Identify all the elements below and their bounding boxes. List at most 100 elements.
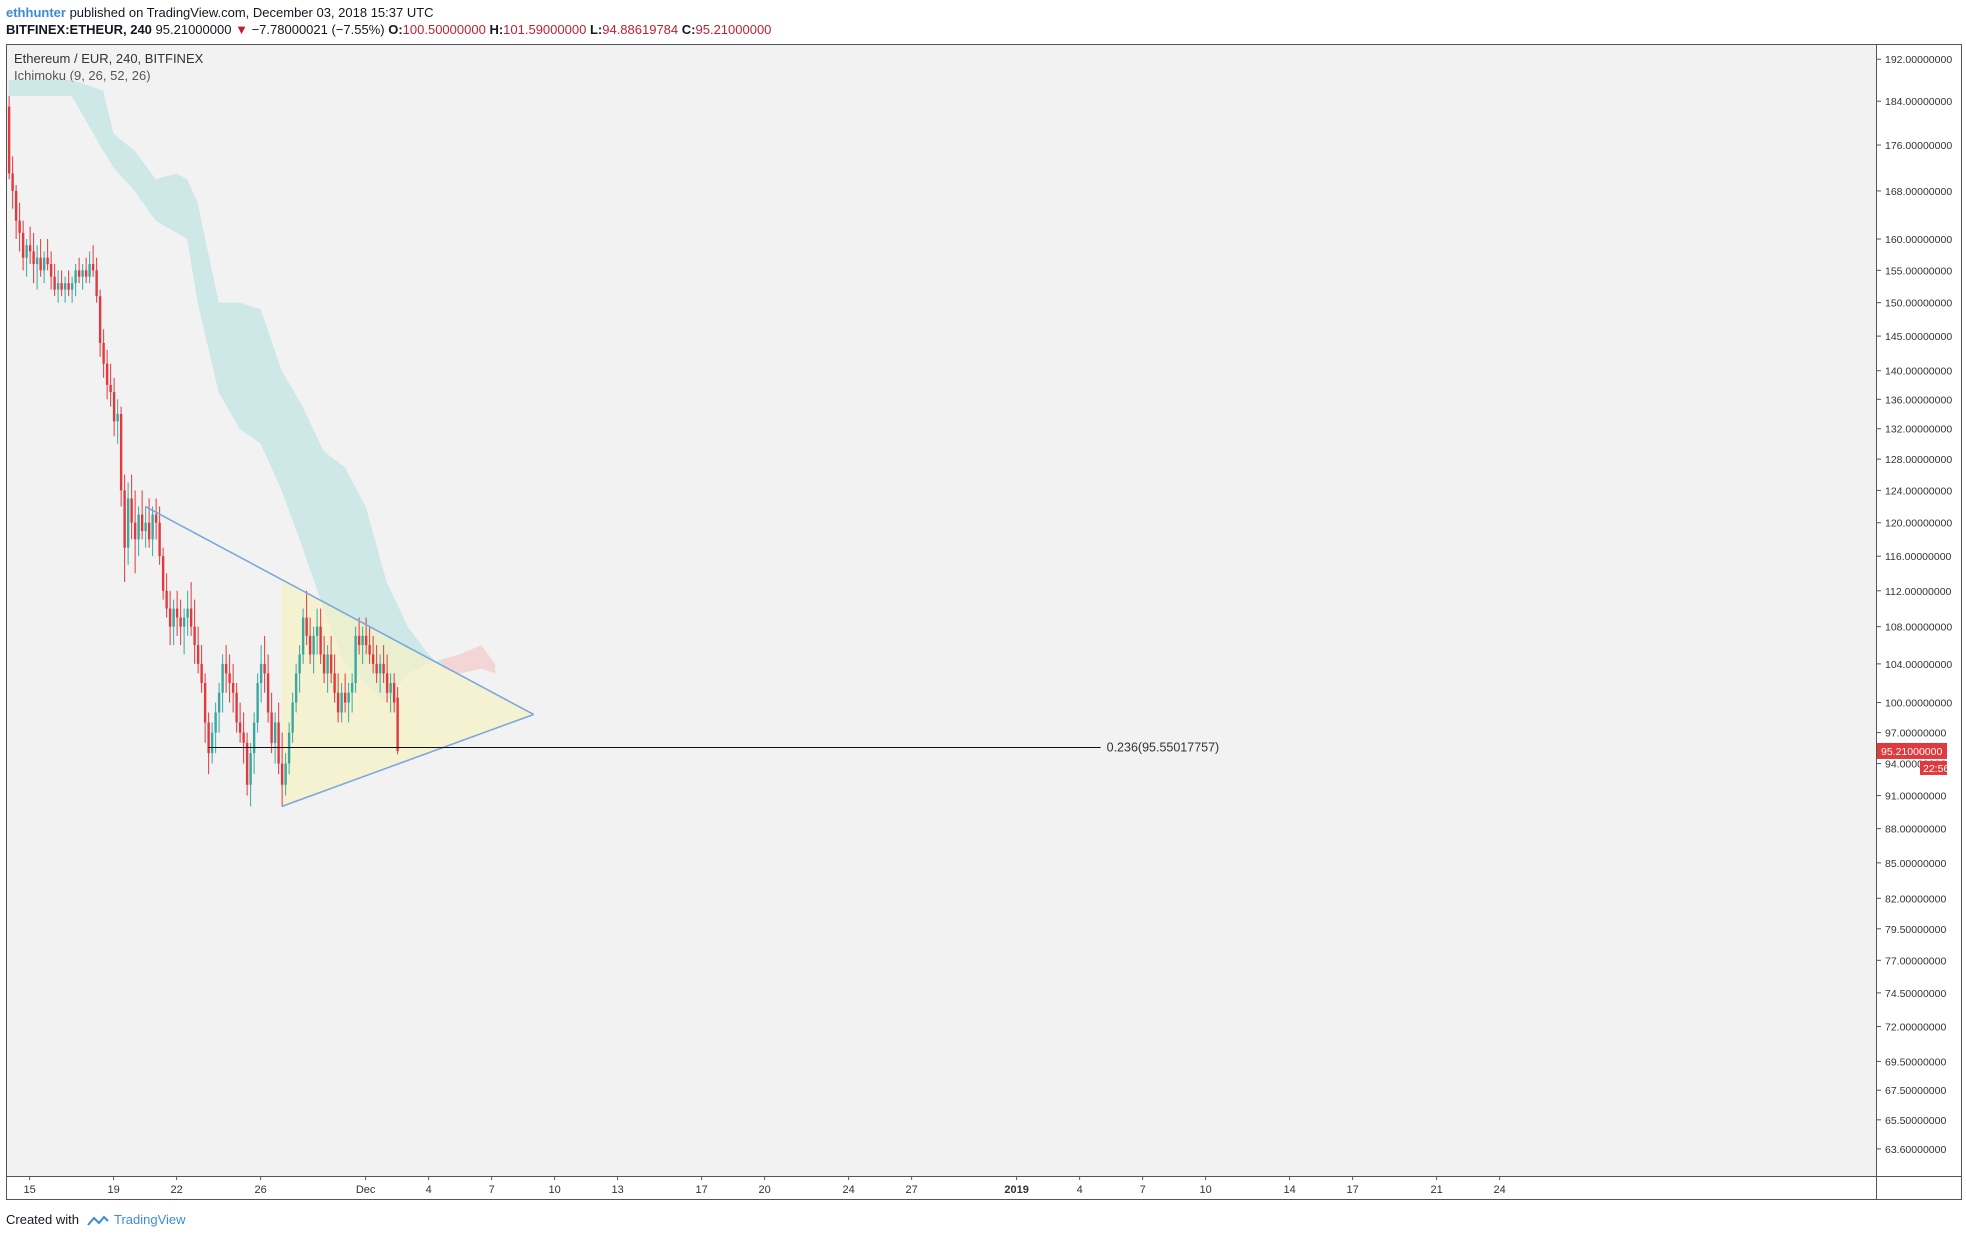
close-value: 95.21000000 <box>695 22 772 37</box>
price-tick-label: 120.00000000 <box>1885 518 1952 530</box>
candle-body <box>326 654 329 674</box>
candle-body <box>238 722 242 733</box>
price-tick-label: 100.00000000 <box>1885 698 1952 710</box>
tradingview-link[interactable]: TradingView <box>114 1212 186 1227</box>
candle-body <box>14 190 18 221</box>
ichimoku-cloud-segment <box>281 370 303 548</box>
candle-body <box>305 617 308 636</box>
close-key: C: <box>681 22 696 37</box>
candle-body <box>35 257 39 264</box>
price-tick-label: 132.00000000 <box>1885 424 1952 436</box>
candle-body <box>343 692 347 703</box>
time-tick-label: 7 <box>489 1184 495 1196</box>
candle-body <box>284 763 287 785</box>
price-tick-label: 91.00000000 <box>1885 791 1946 803</box>
candle-body <box>396 697 399 751</box>
candle-body <box>179 617 182 627</box>
triangle-lower-trendline[interactable] <box>281 713 534 808</box>
price-tick-label: 104.00000000 <box>1885 659 1952 671</box>
time-tick-label: Dec <box>356 1184 376 1196</box>
tradingview-logo-icon <box>86 1215 109 1226</box>
price-tick-label: 145.00000000 <box>1885 331 1952 343</box>
open-value: 100.50000000 <box>402 22 486 37</box>
candle-body <box>81 270 84 277</box>
candle-body <box>165 590 168 609</box>
candle-body <box>319 626 322 655</box>
candle-body <box>7 106 11 174</box>
candle-body <box>214 712 217 733</box>
author-link[interactable]: ethhunter <box>6 5 66 20</box>
candle-body <box>210 732 214 754</box>
published-text: published on TradingView.com, December 0… <box>69 5 434 20</box>
time-tick-label: 17 <box>1347 1184 1359 1196</box>
candle-body <box>315 626 319 636</box>
time-tick-label: 21 <box>1431 1184 1443 1196</box>
price-tick-label: 82.00000000 <box>1885 893 1946 905</box>
legend-indicator: Ichimoku (9, 26, 52, 26) <box>14 68 151 83</box>
candle-body <box>130 498 133 523</box>
candle-body <box>151 514 154 540</box>
candle-body <box>123 490 126 548</box>
chart-header: ethhunter published on TradingView.com, … <box>6 4 1956 40</box>
chart-frame[interactable]: Ethereum / EUR, 240, BITFINEX Ichimoku (9… <box>6 44 1962 1200</box>
last-price-badge-label: 95.21000000 <box>1881 746 1942 758</box>
candle-body <box>161 556 165 591</box>
time-tick-label: 15 <box>24 1184 36 1196</box>
candle-body <box>32 251 35 264</box>
price-tick-label: 160.00000000 <box>1885 234 1952 246</box>
candle-body <box>74 270 77 284</box>
price-tick-label: 67.50000000 <box>1885 1085 1946 1097</box>
candle-body <box>88 263 91 277</box>
candle-body <box>280 763 284 785</box>
price-chart[interactable]: Ethereum / EUR, 240, BITFINEX Ichimoku (9… <box>6 44 1962 1200</box>
countdown-label: 22:56 <box>1923 763 1949 775</box>
time-tick-label: 22 <box>171 1184 183 1196</box>
candle-body <box>84 270 88 277</box>
candle-body <box>126 498 130 548</box>
candle-body <box>18 220 21 233</box>
price-tick-label: 108.00000000 <box>1885 622 1952 634</box>
candle-body <box>140 514 144 531</box>
created-with-text: Created with <box>6 1212 79 1227</box>
candle-body <box>287 732 291 764</box>
candle-body <box>207 722 210 754</box>
candle-body <box>333 673 336 693</box>
ohlc-line: BITFINEX:ETHEUR, 240 95.21000000 ▼ −7.78… <box>6 21 1956 38</box>
price-tick-label: 74.50000000 <box>1885 988 1946 1000</box>
candle-body <box>259 663 263 684</box>
price-tick-label: 88.00000000 <box>1885 824 1946 836</box>
triangle-upper-trendline[interactable] <box>144 505 535 716</box>
candle-body <box>378 663 382 674</box>
time-tick-label: 13 <box>612 1184 624 1196</box>
candle-body <box>273 722 277 743</box>
time-tick-label: 10 <box>549 1184 561 1196</box>
countdown-badge <box>1920 760 1947 775</box>
time-tick-label: 4 <box>1077 1184 1083 1196</box>
candle-body <box>375 663 378 674</box>
price-tick-label: 150.00000000 <box>1885 298 1952 310</box>
candle-body <box>105 363 109 385</box>
candle-body <box>70 283 74 290</box>
ichimoku-cloud-segment <box>8 79 72 96</box>
symbol-label: BITFINEX:ETHEUR, 240 <box>6 22 152 37</box>
time-tick-label: 24 <box>1494 1184 1506 1196</box>
price-change: −7.78000021 (−7.55%) <box>251 22 385 37</box>
time-tick-label: 19 <box>108 1184 120 1196</box>
candle-body <box>364 635 368 646</box>
candle-body <box>294 673 298 703</box>
time-tick-label: 10 <box>1200 1184 1212 1196</box>
candle-body <box>189 608 193 627</box>
ichimoku-cloud-segment <box>176 173 188 240</box>
candle-body <box>186 608 189 618</box>
ichimoku-cloud-segment <box>134 150 156 221</box>
ichimoku-cloud-segment <box>302 406 324 609</box>
candle-body <box>95 270 98 297</box>
price-tick-label: 184.00000000 <box>1885 96 1952 108</box>
price-tick-label: 192.00000000 <box>1885 54 1952 66</box>
candle-body <box>91 263 95 271</box>
candle-body <box>249 753 252 785</box>
candle-body <box>389 683 392 693</box>
candle-body <box>392 683 396 703</box>
candle-body <box>322 654 326 674</box>
candle-body <box>21 232 25 258</box>
